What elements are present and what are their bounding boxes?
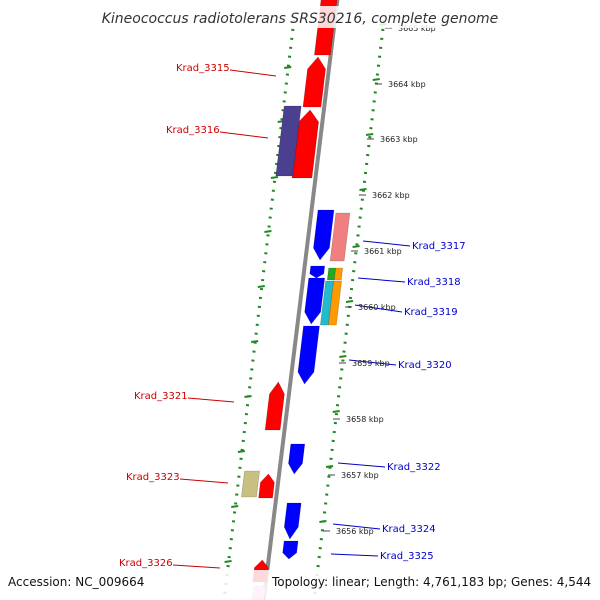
left-minor-tick [270,176,279,179]
gene-leader-line [332,523,381,530]
right-minor-tick [372,78,380,81]
ruler-tick-label: 3664 kbp [388,80,426,89]
gene-arrow [264,381,285,431]
gene-labels: Krad_3315 Krad_3316 Krad_3317 Krad_3318 Krad… [119,63,466,569]
ruler-tick-label: 3656 kbp [336,527,374,536]
right-minor-tick [325,465,334,468]
ruler-tick-label: 3658 kbp [346,415,384,424]
gene-arrow [302,56,326,108]
chromosome-backbone [261,0,340,600]
right-minor-tick [345,300,354,303]
cog-block [333,267,344,281]
gene-label: Krad_3315 [176,63,230,74]
ruler-tick-label: 3663 kbp [380,135,418,144]
gene-leader-line [354,304,403,313]
right-minor-tick [332,410,340,413]
gene-label: Krad_3321 [134,391,188,402]
ruler-tick-label: 3657 kbp [341,471,379,480]
gene-leader-line [229,69,277,77]
gene-arrow [313,209,335,261]
gene-label: Krad_3325 [380,551,434,562]
gene-label: Krad_3320 [398,360,452,371]
left-minor-tick [250,340,259,343]
gene-arrow [309,265,326,279]
gene-label: Krad_3316 [166,125,220,136]
gene-blocks [241,0,351,600]
gene-leader-line [187,397,235,403]
gene-label: Krad_3322 [387,462,441,473]
gene-leader-line [172,564,221,569]
gene-leader-line [330,553,379,557]
gene-label: Krad_3326 [119,558,173,569]
gene-leader-line [362,240,411,247]
ruler-tick-label: 3665 kbp [398,24,436,33]
right-minor-tick [365,133,374,136]
gene-leader-line [219,131,269,139]
ruler-tick-label: 3661 kbp [364,247,402,256]
cog-block [329,212,351,262]
footer-backdrop [0,570,600,600]
title-backdrop [100,6,500,28]
left-minor-tick [264,230,272,233]
left-minor-tick [244,395,252,398]
ruler-ticks: 3665 kbp 3664 kbp 3663 kbp 3662 kbp 3661 kbp… [323,24,436,536]
ruler-tick-label: 3662 kbp [372,191,410,200]
gene-leader-line [348,359,397,366]
gene-label: Krad_3324 [382,524,436,535]
cog-block [241,470,260,498]
right-minor-tick [359,188,367,191]
gene-label: Krad_3323 [126,472,180,483]
left-boundary-line [222,19,296,600]
gene-arrow [288,443,306,475]
left-minor-tick [231,505,239,508]
gene-arrow [283,502,302,540]
left-minor-tick [257,285,265,288]
right-boundary-line [312,19,386,600]
ruler-tick-label: 3659 kbp [352,359,390,368]
ruler-tick-label: 3660 kbp [358,303,396,312]
gene-label: Krad_3318 [407,277,461,288]
topology-text: Topology: linear; Length: 4,761,183 bp; … [271,575,591,589]
left-minor-tick [237,450,246,453]
right-minor-tick [319,520,327,523]
gene-arrow [297,325,320,385]
gene-arrow [282,540,299,560]
gene-leader-line [179,478,229,484]
accession-text: Accession: NC_009664 [8,575,144,589]
left-minor-tick [284,66,292,69]
left-minor-tick [224,560,232,563]
gene-label: Krad_3319 [404,307,458,318]
gene-label: Krad_3317 [412,241,466,252]
cog-block [328,280,342,326]
gene-arrow [304,277,326,325]
map-title: Kineococcus radiotolerans SRS30216, comp… [102,11,499,27]
cog-block [275,105,302,177]
gene-leader-line [337,462,386,468]
gene-arrow [258,473,275,499]
right-minor-tick [352,245,360,248]
gene-leader-line [357,277,406,283]
right-minor-tick [339,355,347,358]
